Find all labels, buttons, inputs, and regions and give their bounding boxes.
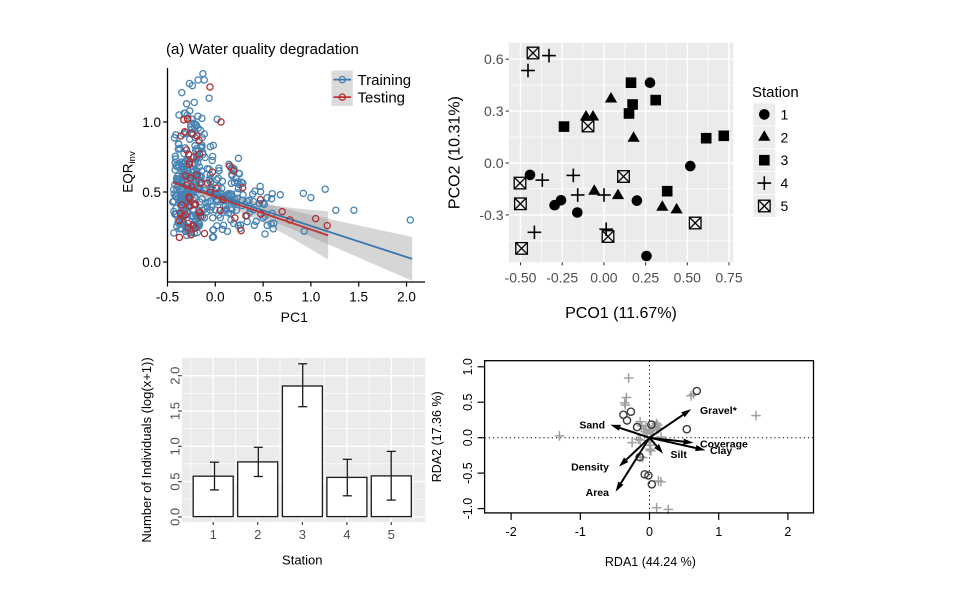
svg-text:Testing: Testing [358,89,406,106]
svg-text:0.3: 0.3 [484,103,504,119]
svg-text:0.0: 0.0 [142,255,161,270]
svg-text:0.25: 0.25 [632,270,659,286]
svg-text:0.50: 0.50 [674,270,701,286]
svg-text:-0.5: -0.5 [156,290,179,305]
svg-text:3: 3 [299,527,306,542]
svg-text:2: 2 [254,527,261,542]
svg-text:1.0: 1.0 [167,437,182,455]
svg-text:Gravel*: Gravel* [700,405,738,417]
svg-text:Sand: Sand [579,420,605,432]
svg-text:5: 5 [781,198,789,214]
svg-text:0.00: 0.00 [590,270,617,286]
svg-text:RDA2 (17.36 %): RDA2 (17.36 %) [430,391,444,482]
svg-text:1.0: 1.0 [302,290,321,305]
svg-text:4: 4 [343,527,350,542]
svg-text:1: 1 [715,525,722,539]
svg-text:2.0: 2.0 [167,367,182,385]
svg-text:3: 3 [781,152,789,168]
svg-text:2.0: 2.0 [397,290,416,305]
svg-text:Station: Station [752,84,799,101]
svg-text:(a) Water quality degradation: (a) Water quality degradation [166,41,359,58]
svg-text:Training: Training [358,72,412,89]
svg-text:Clay: Clay [710,445,732,457]
svg-text:Coverage: Coverage [700,439,748,451]
svg-text:-0.5: -0.5 [461,462,475,484]
svg-text:2: 2 [784,525,791,539]
svg-text:4: 4 [781,175,789,191]
svg-text:1.0: 1.0 [142,115,161,130]
svg-text:0.0: 0.0 [484,155,504,171]
svg-text:0.5: 0.5 [461,393,475,410]
svg-text:Density: Density [571,462,609,474]
svg-text:RDA1 (44.24 %): RDA1 (44.24 %) [605,555,696,569]
svg-text:-0.3: -0.3 [479,207,503,223]
svg-text:0.75: 0.75 [715,270,742,286]
svg-text:Silt: Silt [671,449,688,461]
svg-text:PCO1 (11.67%): PCO1 (11.67%) [565,305,677,322]
svg-text:1: 1 [210,527,217,542]
svg-text:0.5: 0.5 [142,185,161,200]
svg-text:-1.0: -1.0 [461,498,475,520]
svg-text:0.0: 0.0 [206,290,225,305]
svg-text:Area: Area [586,487,610,499]
svg-text:-2: -2 [506,525,517,539]
svg-text:0.5: 0.5 [167,473,182,491]
svg-text:1: 1 [781,106,789,122]
svg-text:-0.50: -0.50 [505,270,537,286]
svg-text:1.5: 1.5 [167,402,182,420]
svg-text:0.0: 0.0 [167,508,182,526]
svg-text:5: 5 [388,527,395,542]
svg-text:-1: -1 [575,525,586,539]
svg-text:0.0: 0.0 [461,429,475,446]
svg-text:Station: Station [282,553,322,568]
svg-text:PCO2 (10.31%): PCO2 (10.31%) [447,96,464,209]
svg-text:0.6: 0.6 [484,51,504,67]
svg-text:-0.25: -0.25 [546,270,578,286]
svg-text:1.5: 1.5 [349,290,368,305]
svg-text:1.0: 1.0 [461,358,475,375]
svg-text:Number of Individuals (log(x+1: Number of Individuals (log(x+1)) [139,357,154,542]
svg-text:2: 2 [781,129,789,145]
svg-text:0: 0 [646,525,653,539]
svg-text:0.5: 0.5 [254,290,273,305]
svg-text:PC1: PC1 [281,309,308,325]
